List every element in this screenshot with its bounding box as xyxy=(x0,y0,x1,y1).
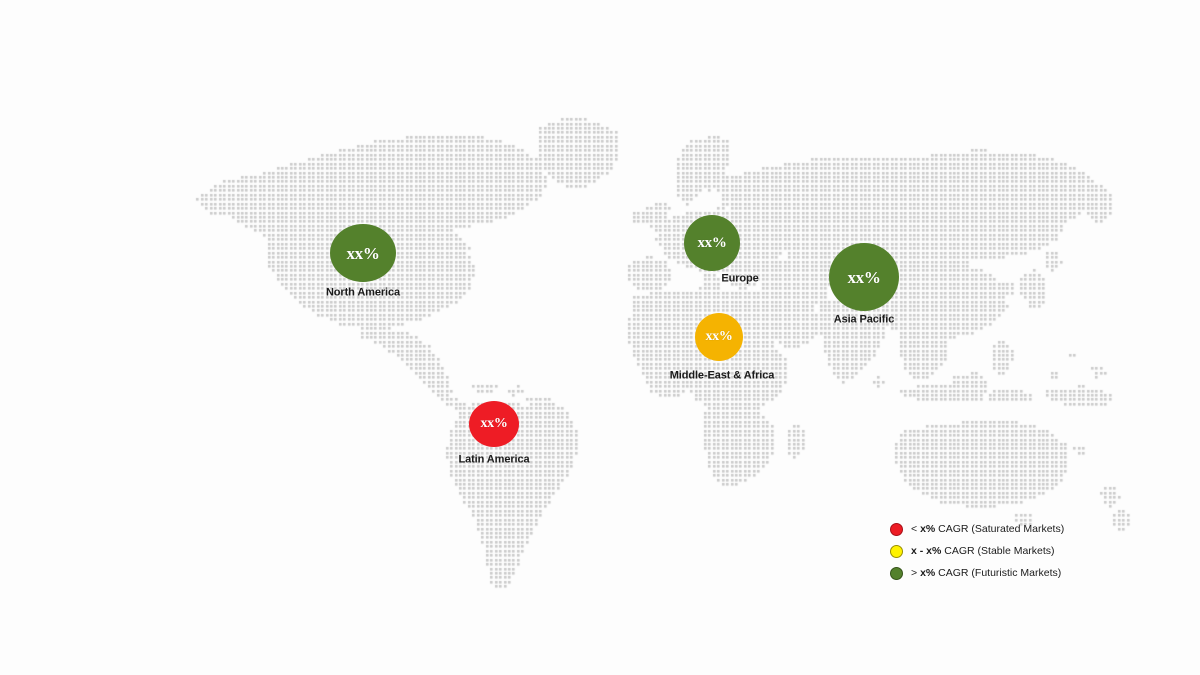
legend-suffix-futuristic: CAGR (Futuristic Markets) xyxy=(935,566,1062,579)
legend-prefix-saturated: < xyxy=(911,522,921,535)
region-label-europe: Europe xyxy=(721,272,759,285)
region-label-north-america: North America xyxy=(325,286,401,299)
legend-label-stable: x - x% CAGR (Stable Markets) xyxy=(911,546,1055,557)
bubble-value-north-america: xx% xyxy=(346,243,380,263)
legend-value-saturated: x% xyxy=(920,522,936,535)
legend-item-saturated[interactable]: < x% CAGR (Saturated Markets) xyxy=(890,518,1090,540)
bubble-circle-latin-america: xx% xyxy=(469,401,519,447)
region-bubble-europe[interactable]: xx% xyxy=(684,215,740,271)
legend-suffix-stable: CAGR (Stable Markets) xyxy=(941,544,1055,557)
legend-item-futuristic[interactable]: > x% CAGR (Futuristic Markets) xyxy=(890,562,1090,584)
bubble-value-europe: xx% xyxy=(697,234,727,251)
legend-prefix-futuristic: > xyxy=(911,566,921,579)
bubble-circle-middle-east-africa: xx% xyxy=(695,313,743,361)
legend-value-futuristic: x% xyxy=(920,566,936,579)
bubble-value-middle-east-africa: xx% xyxy=(705,329,733,344)
bubble-value-latin-america: xx% xyxy=(480,416,508,431)
legend-label-saturated: < x% CAGR (Saturated Markets) xyxy=(911,524,1064,535)
legend-dot-saturated xyxy=(890,522,903,536)
legend-suffix-saturated: CAGR (Saturated Markets) xyxy=(935,522,1065,535)
bubble-value-asia-pacific: xx% xyxy=(847,267,881,287)
region-bubble-latin-america[interactable]: xx% xyxy=(469,401,519,447)
region-label-latin-america: Latin America xyxy=(458,453,530,466)
bubble-circle-europe: xx% xyxy=(684,215,740,271)
region-bubble-asia-pacific[interactable]: xx% xyxy=(829,243,899,311)
legend: < x% CAGR (Saturated Markets) x - x% CAGR… xyxy=(890,518,1090,584)
legend-label-futuristic: > x% CAGR (Futuristic Markets) xyxy=(911,568,1061,579)
region-label-middle-east-africa: Middle-East & Africa xyxy=(669,369,775,382)
bubble-circle-asia-pacific: xx% xyxy=(829,243,899,311)
legend-value-stable: x - x% xyxy=(911,544,942,557)
legend-item-stable[interactable]: x - x% CAGR (Stable Markets) xyxy=(890,540,1090,562)
region-bubble-north-america[interactable]: xx% xyxy=(330,224,396,282)
bubble-circle-north-america: xx% xyxy=(330,224,396,282)
legend-dot-futuristic xyxy=(890,566,903,580)
legend-dot-stable xyxy=(890,544,903,558)
region-bubble-middle-east-africa[interactable]: xx% xyxy=(695,313,743,361)
region-label-asia-pacific: Asia Pacific xyxy=(833,313,895,326)
